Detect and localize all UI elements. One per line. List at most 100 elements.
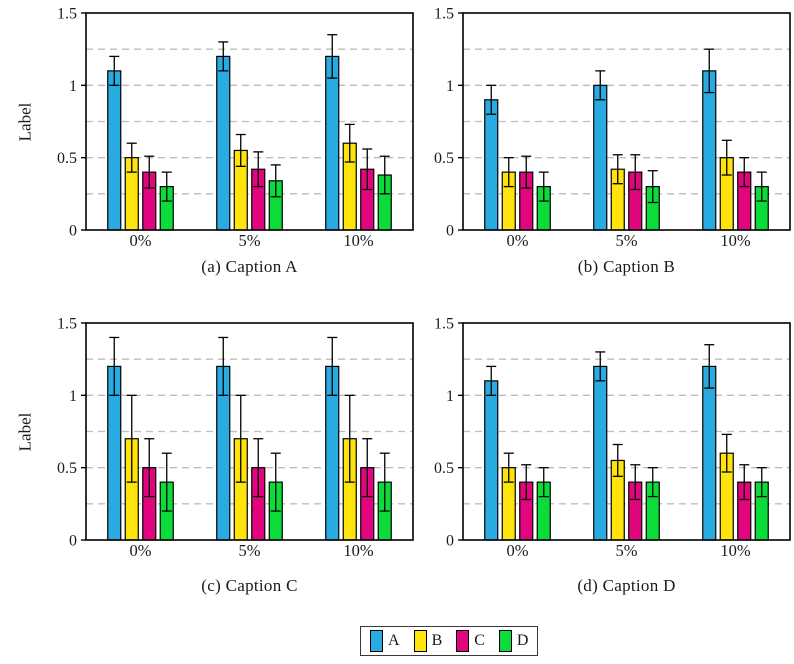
error-bar-B-5%	[612, 154, 623, 185]
chart-d-plot: 0% 5% 10% 0 0.5 1 1.5	[434, 316, 791, 560]
error-bar-A-10%	[704, 48, 715, 94]
bar-A-10%	[325, 55, 340, 231]
error-bar-C-10%	[362, 438, 373, 498]
legend-swatch-D	[498, 630, 512, 652]
error-bar-C-0%	[144, 438, 155, 498]
error-bar-B-10%	[344, 394, 355, 483]
error-bar-C-5%	[630, 464, 641, 501]
error-bar-A-5%	[595, 70, 606, 101]
legend-item-B: B	[413, 630, 443, 652]
x-tick-label-5%: 5%	[239, 541, 261, 560]
error-bar-A-5%	[595, 351, 606, 382]
subplot-d: 0% 5% 10% 0 0.5 1 1.5 (d) Caption D	[377, 310, 794, 610]
legend-label: A	[388, 632, 400, 649]
x-tick-label-5%: 5%	[616, 231, 638, 250]
x-tick-label-10%: 10%	[720, 541, 751, 560]
error-bar-D-0%	[538, 467, 549, 498]
error-bar-A-0%	[109, 336, 120, 396]
error-bar-C-5%	[630, 154, 641, 191]
error-bar-C-0%	[521, 464, 532, 501]
chart-c-plot: 0% 5% 10% 0 0.5 1 1.5	[57, 316, 414, 560]
error-bar-A-10%	[704, 344, 715, 389]
bar-A-5%	[593, 84, 608, 231]
error-bar-D-5%	[647, 467, 658, 498]
caption-b: (b) Caption B	[577, 257, 676, 276]
x-tick-label-0%: 0%	[507, 231, 529, 250]
error-bar-C-10%	[362, 148, 373, 191]
error-bar-B-5%	[235, 133, 246, 167]
y-tick-label-0: 0	[69, 533, 77, 550]
legend-label: D	[516, 632, 529, 649]
legend-label: B	[431, 632, 443, 649]
error-bar-B-5%	[612, 443, 623, 477]
y-tick-label-0.5: 0.5	[434, 150, 454, 167]
error-bar-D-5%	[270, 164, 281, 198]
error-bar-A-0%	[486, 365, 497, 396]
bar-A-0%	[484, 99, 499, 231]
error-bar-C-10%	[739, 464, 750, 501]
bar-A-5%	[593, 365, 608, 541]
error-bar-C-5%	[253, 438, 264, 498]
y-tick-label-0: 0	[69, 223, 77, 240]
y-tick-label-1: 1	[446, 78, 454, 95]
error-bar-C-5%	[253, 151, 264, 188]
error-bar-B-10%	[344, 123, 355, 163]
subplot-c: 0% 5% 10% 0 0.5 1 1.5 Label (c) Caption C	[0, 310, 420, 610]
bar-A-5%	[216, 55, 231, 231]
bar-A-10%	[702, 70, 717, 231]
bar-A-0%	[484, 380, 499, 541]
legend-swatch-A	[370, 630, 383, 652]
plot-border	[85, 12, 414, 231]
legend-item-A: A	[370, 630, 400, 652]
error-bar-B-10%	[721, 139, 732, 176]
subplot-b: 0% 5% 10% 0 0.5 1 1.5 (b) Caption B	[377, 0, 794, 300]
error-bar-D-0%	[161, 452, 172, 512]
error-bar-D-0%	[161, 171, 172, 202]
y-tick-label-1.5: 1.5	[434, 316, 454, 333]
y-tick-label-0.5: 0.5	[57, 150, 77, 167]
legend-label: C	[474, 632, 485, 649]
y-tick-label-1.5: 1.5	[57, 316, 77, 333]
x-tick-label-0%: 0%	[507, 541, 529, 560]
error-bar-B-0%	[126, 394, 137, 483]
error-bar-C-10%	[739, 157, 750, 188]
plot-border	[85, 322, 414, 541]
error-bar-A-10%	[327, 34, 338, 79]
subplot-a: 0% 5% 10% 0 0.5 1 1.5 Label (a) Caption A	[0, 0, 420, 300]
y-tick-label-0.5: 0.5	[434, 460, 454, 477]
error-bar-B-5%	[235, 394, 246, 483]
caption-a: (a) Caption A	[201, 257, 298, 276]
legend-item-D: D	[498, 630, 529, 652]
error-bar-C-0%	[521, 155, 532, 189]
x-tick-label-10%: 10%	[343, 541, 374, 560]
error-bar-D-10%	[756, 171, 767, 202]
y-axis-label-c: Label	[15, 412, 35, 451]
error-bar-D-10%	[379, 452, 390, 512]
caption-d: (d) Caption D	[577, 576, 676, 595]
error-bar-A-5%	[218, 41, 229, 72]
error-bar-B-0%	[503, 157, 514, 188]
y-tick-label-1: 1	[69, 388, 77, 405]
x-tick-label-0%: 0%	[130, 231, 152, 250]
error-bar-D-5%	[270, 452, 281, 512]
y-axis-label-a: Label	[15, 102, 35, 141]
y-tick-label-0: 0	[446, 223, 454, 240]
error-bar-D-10%	[756, 467, 767, 498]
error-bar-A-0%	[486, 84, 497, 115]
error-bar-D-5%	[647, 170, 658, 204]
y-tick-label-1.5: 1.5	[57, 6, 77, 23]
error-bar-B-10%	[721, 433, 732, 473]
y-tick-label-1: 1	[69, 78, 77, 95]
plot-border	[462, 322, 791, 541]
x-tick-label-0%: 0%	[130, 541, 152, 560]
y-tick-label-1.5: 1.5	[434, 6, 454, 23]
plot-border	[462, 12, 791, 231]
error-bar-A-0%	[109, 55, 120, 86]
error-bar-B-0%	[126, 142, 137, 173]
chart-b-plot: 0% 5% 10% 0 0.5 1 1.5	[434, 6, 791, 250]
legend-box: A B C D	[360, 626, 539, 656]
x-tick-label-5%: 5%	[239, 231, 261, 250]
legend-swatch-C	[456, 630, 470, 652]
error-bar-A-5%	[218, 336, 229, 396]
error-bar-C-0%	[144, 155, 155, 189]
